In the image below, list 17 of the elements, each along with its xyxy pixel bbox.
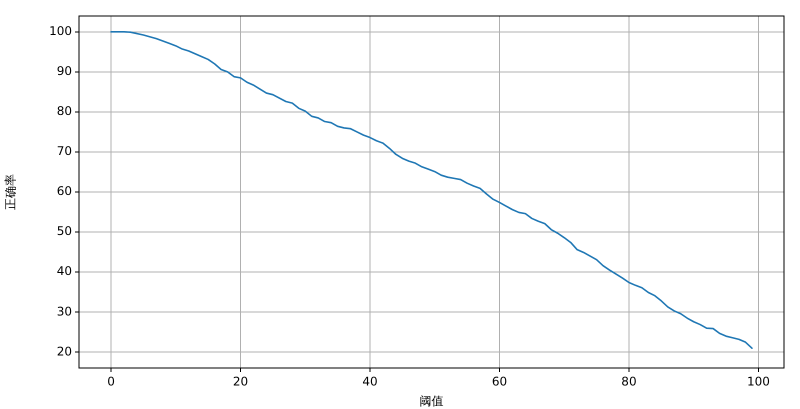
y-tick-label: 30	[56, 304, 72, 318]
y-tick-label: 80	[56, 104, 72, 118]
x-tick-label: 80	[621, 374, 637, 388]
x-tick-label: 60	[492, 374, 508, 388]
x-tick-label: 40	[362, 374, 378, 388]
x-tick-label: 100	[746, 374, 770, 388]
y-tick-label: 40	[56, 264, 72, 278]
x-tick-label: 20	[232, 374, 248, 388]
y-tick-label: 50	[56, 224, 72, 238]
y-tick-label: 70	[56, 144, 72, 158]
y-tick-label: 90	[56, 64, 72, 78]
y-axis-title: 正确率	[3, 174, 18, 210]
y-tick-label: 60	[56, 184, 72, 198]
x-tick-label: 0	[107, 374, 115, 388]
x-axis-title: 阈值	[420, 394, 444, 408]
y-tick-label: 100	[49, 24, 72, 38]
y-tick-label: 20	[56, 344, 72, 358]
